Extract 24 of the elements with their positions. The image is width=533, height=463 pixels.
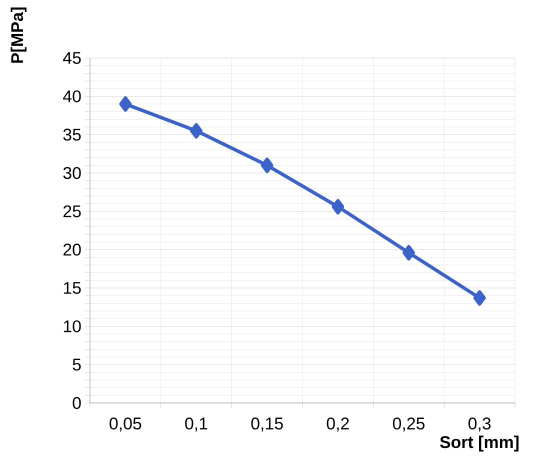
x-axis-title: Sort [mm] [440,436,519,452]
y-tick-label: 20 [64,244,81,256]
y-tick-label: 0 [72,396,81,409]
x-tick-label: 0,3 [468,418,491,432]
y-tick-label: 5 [72,358,81,371]
x-tick-label: 0,1 [185,418,208,432]
point [402,245,415,260]
y-tick-label: 25 [64,205,81,218]
y-axis-title: P[MPa] [10,7,26,63]
x-tick-label: 0,05 [110,418,142,432]
point [190,123,202,139]
y-tick-label: 15 [64,282,81,294]
point [473,290,486,306]
y-tick-label: 45 [63,52,81,64]
x-tick-label: 0,2 [326,418,349,432]
y-tick-label: 10 [64,320,81,332]
point [332,199,344,214]
point [260,158,274,174]
y-tick-label: 35 [63,128,81,141]
point [119,96,132,112]
y-tick-label: 40 [63,90,81,102]
y-tick-label: 30 [63,166,81,179]
x-tick-label: 0,25 [392,418,425,432]
x-tick-label: 0,15 [251,418,283,432]
